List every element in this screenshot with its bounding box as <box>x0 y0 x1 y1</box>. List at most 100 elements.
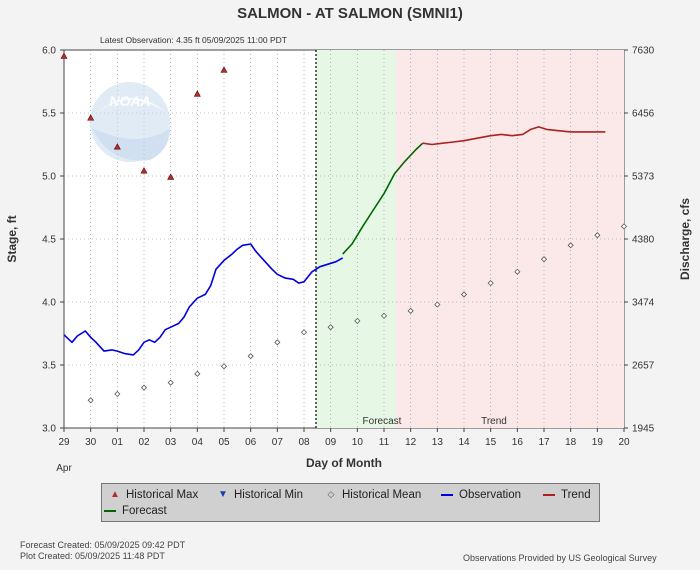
diamond-icon: ◇ <box>327 489 335 500</box>
x-tick-label: 08 <box>298 437 310 448</box>
y-tick-label: 6.0 <box>42 46 56 57</box>
latest-observation-text: Latest Observation: 4.35 ft 05/09/2025 1… <box>100 35 287 45</box>
triangle-down-icon: ▼ <box>218 489 228 501</box>
x-tick-label: 04 <box>192 437 204 448</box>
forecast-line <box>342 142 424 255</box>
historical-mean-point <box>487 280 494 287</box>
x-tick-label: 14 <box>458 437 470 448</box>
y-tick-label: 3.5 <box>42 361 56 372</box>
trend-line <box>422 126 606 146</box>
historical-mean-point <box>194 370 201 377</box>
trend-line-icon <box>543 493 555 496</box>
triangle-up-icon: ▲ <box>110 489 120 501</box>
noaa-watermark-text: NOAA <box>109 93 150 109</box>
y2-tick-label: 6456 <box>632 109 655 120</box>
x-tick-label: 12 <box>405 437 417 448</box>
y-tick-label: 5.5 <box>42 109 56 120</box>
x-tick-label: 10 <box>352 437 364 448</box>
plot-created-text: Plot Created: 05/09/2025 11:48 PDT <box>20 551 165 561</box>
noaa-watermark: NOAA <box>90 82 170 162</box>
historical-max-point <box>220 66 228 73</box>
forecast-trend-regions <box>316 50 624 428</box>
x-tick-label: 30 <box>85 437 97 448</box>
historical-max-point <box>60 52 68 59</box>
historical-max-point <box>193 90 201 97</box>
forecast-created-text: Forecast Created: 05/09/2025 09:42 PDT <box>20 540 186 550</box>
x-tick-label: 11 <box>379 437 390 448</box>
legend-label: Forecast <box>122 505 167 517</box>
legend-label: Historical Max <box>126 489 199 501</box>
legend-item-forecast: Forecast <box>104 505 167 517</box>
historical-mean-point <box>514 268 521 275</box>
x-tick-label: 06 <box>245 437 257 448</box>
historical-mean-point <box>87 397 94 404</box>
historical-mean-point <box>594 232 601 239</box>
y2-tick-label: 7630 <box>632 46 655 57</box>
historical-mean-point <box>540 256 548 263</box>
y2-tick-label: 1945 <box>632 424 655 435</box>
grid-lines <box>64 50 624 428</box>
x-tick-label: 18 <box>565 437 577 448</box>
legend-label: Trend <box>561 489 591 501</box>
historical-mean-point <box>327 324 334 331</box>
trend-region-label: Trend <box>481 416 507 427</box>
y2-tick-label: 2657 <box>632 361 655 372</box>
legend-item-historical-mean: ◇ Historical Mean <box>324 489 422 501</box>
y-tick-label: 5.0 <box>42 172 56 183</box>
historical-max-point <box>140 167 148 174</box>
x-tick-label: 09 <box>325 437 337 448</box>
historical-max-point <box>87 114 95 121</box>
x-tick-label: 01 <box>112 437 124 448</box>
legend-item-observation: Observation <box>441 489 521 501</box>
x-tick-label: 13 <box>432 437 444 448</box>
x-tick-label: 07 <box>272 437 284 448</box>
historical-mean-point <box>167 379 174 386</box>
x-tick-label: 02 <box>138 437 150 448</box>
legend-item-historical-min: ▼ Historical Min <box>216 489 303 501</box>
historical-mean-point <box>247 353 254 360</box>
axes-layer: 29 30 01 02 03 04 05 06 07 08 09 10 11 12 13 14 15 16 17 18… <box>42 46 655 449</box>
x-tick-label: 19 <box>592 437 604 448</box>
legend-item-trend: Trend <box>543 489 591 501</box>
historical-mean-point <box>300 329 308 336</box>
historical-mean-point <box>620 223 628 230</box>
forecast-line-icon <box>104 509 116 512</box>
historical-mean-point <box>114 390 121 398</box>
legend-label: Historical Min <box>234 489 304 501</box>
historical-max-point <box>167 173 175 180</box>
x-tick-label: 29 <box>58 437 70 448</box>
y-tick-label: 4.0 <box>42 298 56 309</box>
historical-mean-point <box>220 363 228 370</box>
y-tick-label: 3.0 <box>42 424 56 435</box>
data-provider-text: Observations Provided by US Geological S… <box>463 553 657 563</box>
historical-mean-point <box>434 301 441 308</box>
y2-tick-label: 4380 <box>632 235 655 246</box>
historical-mean-point <box>407 307 414 314</box>
historical-mean-point <box>354 317 361 324</box>
month-label: Apr <box>56 463 72 474</box>
historical-mean-point <box>274 339 281 346</box>
y2-tick-label: 5373 <box>632 172 655 183</box>
x-tick-label: 17 <box>538 437 550 448</box>
historical-mean-point <box>380 312 388 319</box>
x-axis-label: Day of Month <box>306 456 382 470</box>
y-axis-label: Stage, ft <box>5 215 19 262</box>
x-tick-label: 15 <box>485 437 497 448</box>
trend-region <box>396 50 624 428</box>
historical-max-point <box>113 143 121 150</box>
legend-label: Historical Mean <box>342 489 422 501</box>
x-tick-label: 05 <box>218 437 230 448</box>
y2-tick-label: 3474 <box>632 298 655 309</box>
y-tick-label: 4.5 <box>42 235 56 246</box>
x-tick-label: 03 <box>165 437 177 448</box>
y2-axis-label: Discharge, cfs <box>678 198 692 280</box>
series-layer <box>60 52 628 404</box>
x-tick-label: 16 <box>512 437 524 448</box>
legend: ▲ Historical Max ▼ Historical Min ◇ Histori… <box>101 483 600 522</box>
legend-item-historical-max: ▲ Historical Max <box>108 489 198 501</box>
historical-mean-point <box>567 242 574 249</box>
legend-label: Observation <box>459 489 522 501</box>
x-tick-label: 20 <box>618 437 630 448</box>
observation-line <box>63 243 344 356</box>
